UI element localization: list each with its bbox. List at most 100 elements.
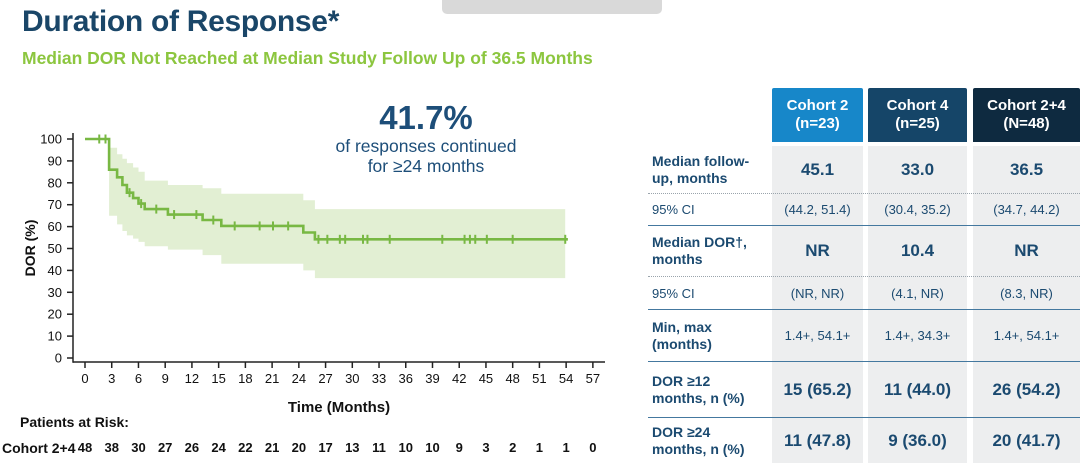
y-axis-title: DOR (%) [22, 219, 38, 277]
risk-count: 1 [563, 440, 570, 455]
page-subtitle: Median DOR Not Reached at Median Study F… [22, 48, 593, 68]
risk-count: 9 [456, 440, 463, 455]
value-column-background [772, 146, 863, 463]
table-column-header: Cohort 4 (n=25) [868, 88, 967, 142]
table-row: Min, max (months) 1.4+, 54.1+ 1.4+, 34.3+ 1… [648, 310, 1080, 361]
x-tick-label: 15 [211, 371, 225, 386]
row-separator-solid [648, 417, 1080, 418]
x-tick-label: 42 [452, 371, 466, 386]
row-label: Median DOR†, months [652, 234, 747, 267]
table-header-row: Cohort 2 (n=23) Cohort 4 (n=25) Cohort 2+4 (N… [648, 88, 1080, 142]
row-separator-solid [648, 361, 1080, 362]
risk-count: 20 [292, 440, 306, 455]
value-column-background [973, 146, 1080, 463]
x-tick-label: 6 [135, 371, 142, 386]
risk-count: 21 [265, 440, 279, 455]
y-tick-label: 70 [48, 197, 62, 212]
page-title: Duration of Response* [22, 5, 340, 38]
risk-count: 11 [372, 440, 386, 455]
table-row: 95% CI (NR, NR) (4.1, NR) (8.3, NR) [648, 277, 1080, 309]
x-tick-label: 36 [399, 371, 413, 386]
table-cell: (8.3, NR) [1000, 285, 1053, 301]
table-row: DOR ≥12 months, n (%) 15 (65.2) 11 (44.0) 2… [648, 362, 1080, 417]
y-tick-label: 0 [55, 351, 62, 366]
x-tick-label: 18 [238, 371, 252, 386]
table-cell: (NR, NR) [790, 285, 845, 301]
km-annotation: 41.7% of responses continued for ≥24 mon… [270, 99, 582, 177]
risk-count: 22 [238, 440, 252, 455]
dor-summary-table: Cohort 2 (n=23) Cohort 4 (n=25) Cohort 2+4 (N… [648, 88, 1080, 463]
header-spacer [648, 88, 772, 142]
row-separator-dotted [648, 276, 1080, 277]
risk-count: 26 [185, 440, 199, 455]
risk-count: 10 [425, 440, 439, 455]
x-tick-label: 12 [185, 371, 199, 386]
table-body: Median follow- up, months 45.1 33.0 36.5 95%… [648, 146, 1080, 463]
row-label: 95% CI [652, 202, 695, 217]
y-tick-label: 60 [48, 219, 62, 234]
column-title: Cohort 2+4 [987, 97, 1066, 114]
risk-count: 38 [104, 440, 118, 455]
x-tick-label: 27 [318, 371, 332, 386]
risk-count: 3 [482, 440, 489, 455]
x-tick-label: 33 [372, 371, 386, 386]
table-cell: 15 (65.2) [783, 379, 852, 399]
table-cell: 9 (36.0) [888, 430, 947, 450]
column-title: Cohort 2 [786, 97, 849, 114]
table-cell: 11 (47.8) [783, 430, 852, 450]
row-label: DOR ≥12 months, n (%) [652, 372, 745, 406]
patients-at-risk-heading: Patients at Risk: [20, 414, 129, 430]
value-column-background [868, 146, 967, 463]
redacted-logo-placeholder [442, 0, 662, 14]
x-tick-label: 0 [81, 371, 88, 386]
table-row: Median follow- up, months 45.1 33.0 36.5 [648, 146, 1080, 193]
row-separator-solid [648, 309, 1080, 310]
column-subtitle: (n=23) [795, 115, 840, 132]
table-cell: (44.2, 51.4) [784, 202, 851, 217]
table-cell: 36.5 [1009, 159, 1044, 179]
column-subtitle: (N=48) [1003, 115, 1050, 132]
column-title: Cohort 4 [886, 97, 949, 114]
x-tick-label: 21 [265, 371, 279, 386]
y-tick-label: 10 [48, 329, 62, 344]
x-tick-label: 3 [108, 371, 115, 386]
risk-count: 13 [345, 440, 359, 455]
x-axis-title: Time (Months) [287, 399, 391, 416]
risk-count: 48 [78, 440, 92, 455]
table-row: 95% CI (44.2, 51.4) (30.4, 35.2) (34.7, 44.… [648, 194, 1080, 225]
row-label: Median follow- up, months [652, 152, 750, 186]
risk-count: 10 [399, 440, 413, 455]
annotation-line2: for ≥24 months [367, 156, 485, 177]
row-separator-solid [648, 225, 1080, 226]
y-tick-label: 50 [48, 241, 62, 256]
table-row: Median DOR†, months NR 10.4 NR [648, 226, 1080, 276]
risk-row-group-label: Cohort 2+4 [2, 440, 76, 456]
table-cell: (34.7, 44.2) [993, 202, 1060, 217]
x-tick-label: 39 [425, 371, 439, 386]
x-tick-label: 54 [559, 371, 573, 386]
y-tick-label: 40 [48, 263, 62, 278]
table-cell: (4.1, NR) [891, 285, 944, 301]
risk-count: 30 [131, 440, 145, 455]
risk-count: 24 [211, 440, 226, 455]
table-cell: 45.1 [800, 159, 835, 179]
y-tick-label: 100 [40, 132, 62, 147]
table-cell: 1.4+, 34.3+ [884, 328, 951, 343]
risk-count: 0 [589, 440, 596, 455]
x-tick-label: 51 [532, 371, 546, 386]
risk-count: 17 [318, 440, 332, 455]
x-tick-label: 57 [586, 371, 600, 386]
table-cell: 20 (41.7) [992, 430, 1061, 450]
table-cell: NR [805, 241, 830, 260]
row-label: DOR ≥24 months, n (%) [652, 423, 745, 457]
row-label: Min, max (months) [652, 318, 712, 352]
km-confidence-band [109, 147, 566, 279]
row-label: 95% CI [652, 285, 695, 301]
table-cell: 26 (54.2) [992, 379, 1061, 399]
annotation-percent: 41.7% [379, 99, 473, 136]
annotation-line1: of responses continued [335, 135, 517, 156]
risk-count: 2 [509, 440, 516, 455]
x-tick-label: 9 [162, 371, 169, 386]
table-cell: NR [1014, 241, 1039, 260]
